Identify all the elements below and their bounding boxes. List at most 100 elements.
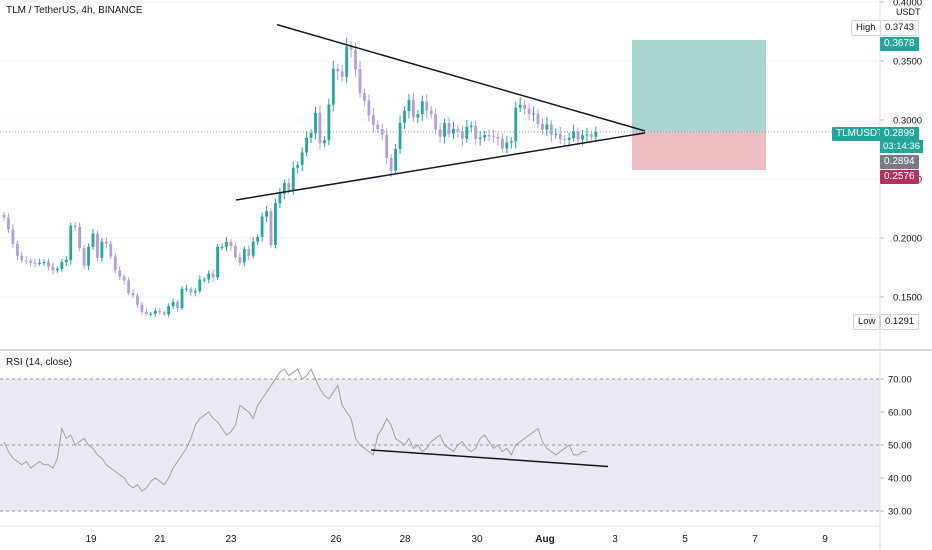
triangle-lower-trendline bbox=[235, 132, 646, 201]
candle-body bbox=[104, 241, 108, 244]
candle-body bbox=[349, 46, 353, 50]
candle-body bbox=[447, 122, 451, 134]
candle-body bbox=[563, 139, 567, 141]
candle-body bbox=[532, 113, 535, 115]
candle-body bbox=[100, 241, 104, 258]
candle-body bbox=[452, 128, 455, 134]
candle-body bbox=[274, 203, 277, 245]
candle-body bbox=[567, 138, 571, 140]
candle-body bbox=[398, 122, 402, 150]
candle-body bbox=[64, 260, 68, 263]
rsi-tick-label: 60.00 bbox=[888, 408, 912, 419]
candle-body bbox=[202, 279, 206, 281]
candle-body bbox=[572, 131, 575, 139]
candle-body bbox=[594, 131, 598, 137]
candle-body bbox=[145, 311, 148, 314]
rsi-axis: 30.00 40.00 50.00 60.00 70.00 bbox=[880, 375, 912, 518]
candle-body bbox=[581, 135, 584, 140]
rsi-tick-label: 40.00 bbox=[888, 474, 912, 485]
candle-body bbox=[216, 246, 219, 278]
candle-body bbox=[554, 133, 558, 135]
countdown-badge: 03:14:36 bbox=[880, 140, 923, 153]
candle-body bbox=[158, 311, 162, 313]
candle-body bbox=[109, 243, 113, 257]
candle-body bbox=[176, 302, 179, 309]
candle-body bbox=[576, 131, 580, 140]
candle-body bbox=[247, 248, 251, 256]
candle-body bbox=[2, 215, 6, 218]
candle-body bbox=[496, 136, 500, 139]
candle-body bbox=[443, 122, 446, 137]
currency-label: USDT bbox=[896, 7, 921, 17]
candle-body bbox=[367, 100, 371, 116]
candle-body bbox=[394, 149, 397, 171]
candle-body bbox=[287, 183, 291, 191]
time-axis: 19 21 23 26 28 30 Aug 3 5 7 9 bbox=[85, 534, 828, 545]
rsi-tick-label: 30.00 bbox=[888, 507, 912, 518]
rsi-pane bbox=[0, 368, 880, 512]
time-tick-label: 9 bbox=[822, 534, 828, 545]
candle-body bbox=[47, 262, 50, 267]
time-tick-label: 23 bbox=[225, 534, 237, 545]
candle-body bbox=[242, 248, 246, 263]
candle-body bbox=[585, 134, 589, 136]
price-tick-label: 0.3500 bbox=[893, 57, 922, 68]
candle-body bbox=[549, 124, 553, 135]
candle-body bbox=[327, 104, 331, 141]
candle-body bbox=[380, 128, 384, 135]
candle-body bbox=[323, 140, 326, 144]
candle-body bbox=[505, 142, 509, 149]
symbol-badge[interactable]: TLMUSDT bbox=[832, 127, 888, 141]
candle-body bbox=[69, 225, 73, 261]
candle-body bbox=[514, 107, 518, 142]
candle-body bbox=[456, 128, 460, 132]
rsi-tick-label: 70.00 bbox=[888, 375, 912, 386]
candle-body bbox=[469, 125, 473, 127]
time-tick-label: 3 bbox=[612, 534, 618, 545]
candle-body bbox=[478, 137, 482, 139]
candle-body bbox=[314, 112, 317, 134]
candle-body bbox=[318, 112, 322, 144]
candle-body bbox=[136, 295, 139, 305]
time-tick-label: 5 bbox=[682, 534, 688, 545]
candle-body bbox=[7, 217, 10, 230]
candle-body bbox=[118, 270, 122, 277]
candle-body bbox=[189, 288, 193, 293]
candle-body bbox=[229, 242, 233, 247]
candle-body bbox=[492, 136, 495, 138]
candle-body bbox=[51, 266, 55, 271]
candle-body bbox=[296, 164, 300, 168]
price-tick-label: 0.3000 bbox=[893, 116, 922, 127]
candle-body bbox=[403, 110, 406, 123]
candle-body bbox=[207, 273, 211, 280]
candle-body bbox=[251, 241, 255, 256]
candle-body bbox=[149, 313, 153, 315]
candle-body bbox=[483, 134, 486, 138]
candle-body bbox=[416, 114, 420, 118]
candle-body bbox=[501, 138, 504, 149]
stop-price-badge: 0.2576 bbox=[880, 170, 919, 184]
low-value-badge: 0.1291 bbox=[880, 314, 920, 330]
candle-body bbox=[336, 68, 340, 72]
target-zone bbox=[632, 39, 766, 132]
candle-body bbox=[33, 262, 37, 264]
target-price-badge: 0.3678 bbox=[880, 37, 919, 51]
candle-body bbox=[425, 101, 429, 111]
time-tick-label: 21 bbox=[154, 534, 166, 545]
time-tick-label: 26 bbox=[330, 534, 342, 545]
candle-body bbox=[153, 311, 157, 314]
candle-body bbox=[87, 246, 90, 266]
candle-body bbox=[371, 115, 375, 125]
prev-price-badge: 0.2894 bbox=[880, 155, 919, 169]
candle-body bbox=[345, 46, 349, 77]
high-label: High bbox=[851, 20, 881, 36]
last-price-badge: 0.2899 bbox=[880, 127, 919, 141]
time-tick-label: 28 bbox=[399, 534, 411, 545]
candle-body bbox=[20, 255, 24, 261]
candle-body bbox=[11, 229, 15, 244]
candle-body bbox=[300, 152, 304, 165]
candle-body bbox=[15, 243, 19, 256]
candle-body bbox=[545, 124, 549, 130]
candle-body bbox=[340, 71, 344, 77]
